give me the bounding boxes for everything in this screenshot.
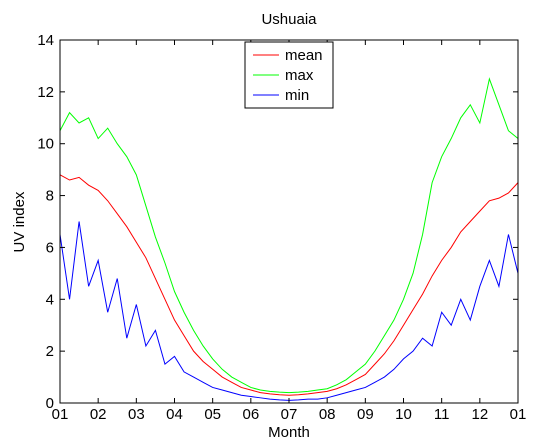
series-line-max <box>59 77 519 394</box>
y-tick-label: 12 <box>37 84 54 101</box>
x-tick-label: 04 <box>166 406 183 423</box>
series-line-mean <box>59 174 519 396</box>
legend: mean max min <box>244 41 334 109</box>
legend-label-max: max <box>285 67 314 84</box>
series-line-min <box>59 221 519 401</box>
legend-label-min: min <box>285 87 309 104</box>
x-tick-label: 07 <box>281 406 298 423</box>
x-tick-label: 09 <box>357 406 374 423</box>
y-tick-label: 6 <box>46 239 54 256</box>
x-tick-label: 01 <box>510 406 527 423</box>
y-tick-label: 10 <box>37 136 54 153</box>
x-axis-label: Month <box>268 424 310 441</box>
chart-title: Ushuaia <box>261 11 317 28</box>
y-tick-label: 0 <box>46 395 54 412</box>
x-tick-label: 01 <box>52 406 69 423</box>
x-tick-label: 03 <box>128 406 145 423</box>
legend-label-mean: mean <box>285 47 323 64</box>
x-tick-label: 08 <box>319 406 336 423</box>
x-tick-label: 06 <box>242 406 259 423</box>
y-tick-label: 8 <box>46 188 54 205</box>
x-tick-label: 10 <box>395 406 412 423</box>
plot-area <box>59 77 519 401</box>
y-axis-label: UV index <box>11 191 28 252</box>
y-tick-label: 4 <box>46 291 54 308</box>
y-tick-label: 14 <box>37 32 54 49</box>
y-tick-label: 2 <box>46 343 54 360</box>
x-tick-label: 05 <box>204 406 221 423</box>
x-tick-label: 12 <box>471 406 488 423</box>
x-tick-label: 11 <box>434 406 450 423</box>
x-tick-label: 02 <box>90 406 107 423</box>
